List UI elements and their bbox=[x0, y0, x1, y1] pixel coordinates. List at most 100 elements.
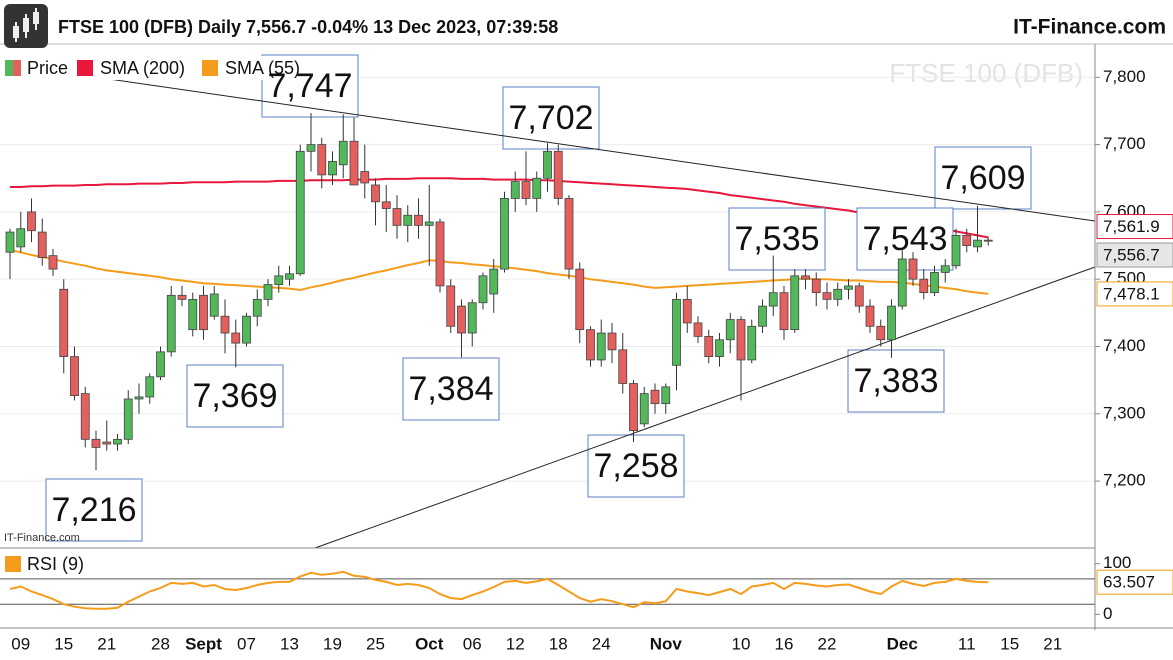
candle-body bbox=[414, 214, 423, 226]
candle-body bbox=[801, 275, 810, 280]
annotation-label: 7,747 bbox=[267, 67, 352, 105]
annotation-label: 7,609 bbox=[940, 159, 1025, 197]
candle-body bbox=[48, 255, 58, 270]
x-tick-label: 25 bbox=[366, 634, 385, 653]
candle-body bbox=[392, 208, 402, 226]
annotation-box bbox=[261, 54, 359, 118]
candle-body bbox=[457, 305, 466, 334]
candle-body bbox=[639, 393, 649, 425]
candle-body bbox=[876, 325, 886, 341]
x-tick-label: 24 bbox=[592, 634, 611, 653]
legend-bg bbox=[0, 56, 268, 80]
candle-body bbox=[209, 293, 219, 317]
y-tick-label: 7,400 bbox=[1103, 336, 1146, 355]
x-tick-label: 15 bbox=[1000, 634, 1019, 653]
candle-body bbox=[532, 177, 542, 199]
legend-label: SMA (55) bbox=[225, 58, 300, 78]
candle-body bbox=[91, 438, 101, 448]
candle-body bbox=[596, 332, 606, 361]
candle-body bbox=[500, 198, 509, 270]
x-tick-label: 07 bbox=[237, 634, 256, 653]
x-tick-label: Nov bbox=[650, 634, 683, 653]
candle-body bbox=[790, 275, 800, 331]
candle-body bbox=[887, 305, 896, 341]
candle-body bbox=[371, 184, 380, 203]
y-tick-label: 7,200 bbox=[1103, 471, 1146, 490]
x-tick-label: Dec bbox=[887, 634, 918, 653]
annotation-box bbox=[587, 434, 685, 498]
header-title: FTSE 100 (DFB) Daily 7,556.7 -0.04% 13 D… bbox=[58, 17, 558, 37]
annotation-label: 7,702 bbox=[508, 99, 593, 137]
candle-body bbox=[252, 298, 262, 317]
candle-body bbox=[403, 214, 413, 226]
trend-lines bbox=[59, 71, 1096, 549]
candle-body bbox=[564, 198, 574, 270]
candle-body bbox=[586, 329, 595, 361]
x-tick-label: 22 bbox=[818, 634, 837, 653]
candle-body bbox=[306, 144, 316, 152]
legend-label: Price bbox=[27, 58, 68, 78]
candle-body bbox=[220, 315, 230, 334]
value-tag-label: 7,561.9 bbox=[1103, 217, 1160, 236]
x-tick-label: 06 bbox=[463, 634, 482, 653]
candle-body bbox=[467, 302, 477, 334]
candle-body bbox=[983, 239, 993, 242]
annotation-box bbox=[728, 207, 826, 271]
candle-body bbox=[629, 383, 638, 431]
candle-body bbox=[758, 305, 767, 327]
candle-body bbox=[263, 284, 273, 300]
legend-swatch bbox=[13, 60, 21, 76]
annotation-box bbox=[186, 364, 284, 428]
candle-body bbox=[854, 285, 864, 307]
annotation-box bbox=[45, 478, 143, 542]
legend-swatch bbox=[5, 60, 13, 76]
candle-body bbox=[242, 315, 251, 344]
x-tick-label: 28 bbox=[151, 634, 170, 653]
x-tick-label: Sept bbox=[185, 634, 222, 653]
candle-body bbox=[435, 221, 445, 287]
candle-body bbox=[166, 294, 176, 353]
candle-body bbox=[747, 325, 757, 361]
candle-body bbox=[199, 294, 208, 331]
x-tick-label: 09 bbox=[11, 634, 30, 653]
value-tag bbox=[1096, 569, 1173, 595]
annotation-label: 7,369 bbox=[192, 377, 277, 415]
legend-label: SMA (200) bbox=[100, 58, 185, 78]
candle-body bbox=[145, 376, 155, 398]
candle-body bbox=[682, 298, 692, 324]
candle-body bbox=[188, 298, 198, 331]
legend-swatch bbox=[5, 556, 21, 572]
candle-body bbox=[543, 150, 552, 179]
candle-body bbox=[349, 140, 359, 186]
candle-body bbox=[510, 181, 520, 199]
candle-body bbox=[822, 292, 832, 300]
candle-body bbox=[177, 294, 187, 300]
candle-body bbox=[919, 278, 929, 294]
candle-body bbox=[446, 285, 456, 327]
x-tick-label: 16 bbox=[775, 634, 794, 653]
candle-body bbox=[736, 319, 746, 361]
value-tag-label: 7,478.1 bbox=[1103, 284, 1160, 303]
candle-body bbox=[908, 258, 918, 280]
rsi-line bbox=[9, 570, 989, 610]
candle-body bbox=[650, 389, 660, 405]
legend-swatch bbox=[202, 60, 218, 76]
candle-body bbox=[134, 396, 144, 400]
x-tick-label: Oct bbox=[415, 634, 444, 653]
annotation-label: 7,535 bbox=[734, 220, 819, 258]
annotation-label: 7,216 bbox=[51, 491, 136, 529]
sma-line bbox=[10, 177, 989, 239]
candle-body bbox=[930, 272, 939, 294]
candle-body bbox=[521, 181, 531, 199]
candle-body bbox=[897, 258, 907, 307]
candle-body bbox=[317, 144, 327, 176]
candle-body bbox=[618, 349, 628, 384]
candle-body bbox=[693, 322, 703, 337]
sma-line bbox=[9, 249, 989, 295]
candle-body bbox=[37, 231, 47, 259]
candle-body bbox=[123, 398, 133, 440]
candle-body bbox=[553, 150, 563, 199]
annotation-box bbox=[934, 146, 1032, 210]
candle-body bbox=[328, 161, 337, 176]
